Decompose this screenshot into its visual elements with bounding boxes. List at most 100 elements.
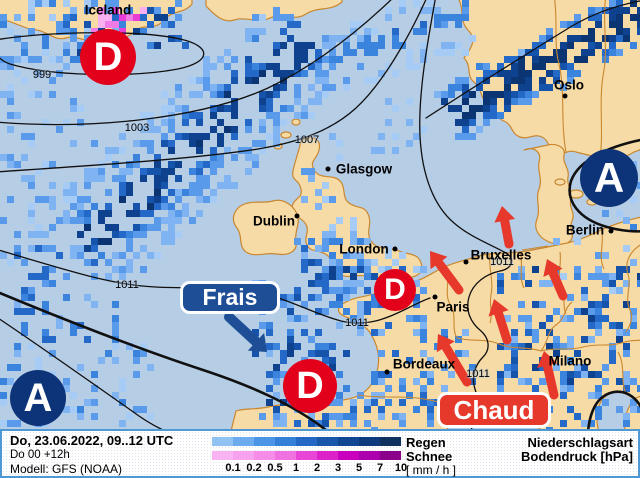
- city-label-bruxelles: Bruxelles: [470, 247, 532, 263]
- precip-cell: [140, 7, 147, 14]
- precip-cell: [378, 371, 385, 378]
- precip-cell: [49, 280, 56, 287]
- precip-cell: [623, 280, 630, 287]
- precip-cell: [280, 413, 287, 420]
- scale-tick: 7: [376, 462, 384, 474]
- precip-cell: [287, 329, 294, 336]
- precip-cell: [588, 336, 595, 343]
- precip-cell: [217, 56, 224, 63]
- precip-cell: [357, 315, 364, 322]
- precip-cell: [546, 343, 553, 350]
- precip-cell: [630, 14, 637, 21]
- precip-cell: [7, 259, 14, 266]
- precip-cell: [28, 245, 35, 252]
- precip-cell: [378, 70, 385, 77]
- precip-cell: [462, 119, 469, 126]
- precip-cell: [273, 112, 280, 119]
- precip-cell: [441, 21, 448, 28]
- precip-cell: [455, 105, 462, 112]
- precip-cell: [7, 154, 14, 161]
- precip-cell: [357, 35, 364, 42]
- precip-cell: [56, 322, 63, 329]
- precip-cell: [616, 336, 623, 343]
- precip-cell: [273, 126, 280, 133]
- isobar-value-label: 1011: [490, 256, 514, 268]
- precip-cell: [420, 266, 427, 273]
- precip-cell: [609, 7, 616, 14]
- precip-cell: [581, 294, 588, 301]
- precip-cell: [133, 210, 140, 217]
- precip-cell: [609, 322, 616, 329]
- precip-cell: [364, 28, 371, 35]
- precip-cell: [322, 343, 329, 350]
- precip-cell: [35, 168, 42, 175]
- scale-segment: [359, 451, 380, 460]
- precip-cell: [301, 196, 308, 203]
- precip-cell: [63, 378, 70, 385]
- precip-cell: [126, 14, 133, 21]
- precip-cell: [42, 35, 49, 42]
- precip-cell: [119, 273, 126, 280]
- precip-cell: [28, 91, 35, 98]
- precip-cell: [119, 266, 126, 273]
- precip-cell: [42, 245, 49, 252]
- precip-cell: [490, 98, 497, 105]
- precip-cell: [14, 343, 21, 350]
- precip-cell: [287, 336, 294, 343]
- snow-color-scale: [212, 451, 401, 460]
- precip-cell: [329, 266, 336, 273]
- precip-cell: [245, 126, 252, 133]
- precip-cell: [378, 413, 385, 420]
- precip-cell: [196, 196, 203, 203]
- precip-cell: [434, 49, 441, 56]
- precip-cell: [63, 217, 70, 224]
- precip-cell: [364, 420, 371, 427]
- precip-cell: [14, 70, 21, 77]
- precip-cell: [623, 217, 630, 224]
- precip-cell: [518, 63, 525, 70]
- precip-cell: [84, 196, 91, 203]
- precip-cell: [378, 35, 385, 42]
- precip-cell: [70, 98, 77, 105]
- precip-cell: [420, 315, 427, 322]
- city-label-milano: Milano: [548, 353, 592, 369]
- precip-cell: [378, 406, 385, 413]
- scale-segment: [254, 451, 275, 460]
- precip-cell: [406, 63, 413, 70]
- precip-cell: [147, 112, 154, 119]
- precip-cell: [273, 63, 280, 70]
- precip-cell: [462, 329, 469, 336]
- precip-cell: [77, 231, 84, 238]
- precip-cell: [98, 252, 105, 259]
- precip-cell: [329, 413, 336, 420]
- precip-cell: [280, 357, 287, 364]
- precip-cell: [56, 217, 63, 224]
- precip-cell: [616, 266, 623, 273]
- precip-cell: [245, 77, 252, 84]
- precip-cell: [14, 420, 21, 427]
- precip-cell: [112, 343, 119, 350]
- precip-cell: [112, 392, 119, 399]
- precip-cell: [581, 56, 588, 63]
- city-label-glasgow: Glasgow: [335, 161, 393, 177]
- city-label-iceland: Iceland: [84, 2, 132, 18]
- warm-advection-arrow: [488, 299, 512, 345]
- precip-cell: [70, 203, 77, 210]
- precip-cell: [301, 56, 308, 63]
- precip-cell: [511, 371, 518, 378]
- precip-cell: [175, 175, 182, 182]
- precip-cell: [525, 315, 532, 322]
- precip-cell: [497, 91, 504, 98]
- precip-cell: [203, 161, 210, 168]
- precip-cell: [287, 35, 294, 42]
- precip-cell: [308, 413, 315, 420]
- precip-cell: [567, 63, 574, 70]
- precip-cell: [154, 168, 161, 175]
- scale-segment: [296, 451, 317, 460]
- precip-cell: [602, 280, 609, 287]
- precip-cell: [315, 49, 322, 56]
- precip-cell: [560, 56, 567, 63]
- precip-cell: [168, 98, 175, 105]
- precip-cell: [567, 385, 574, 392]
- precip-cell: [371, 49, 378, 56]
